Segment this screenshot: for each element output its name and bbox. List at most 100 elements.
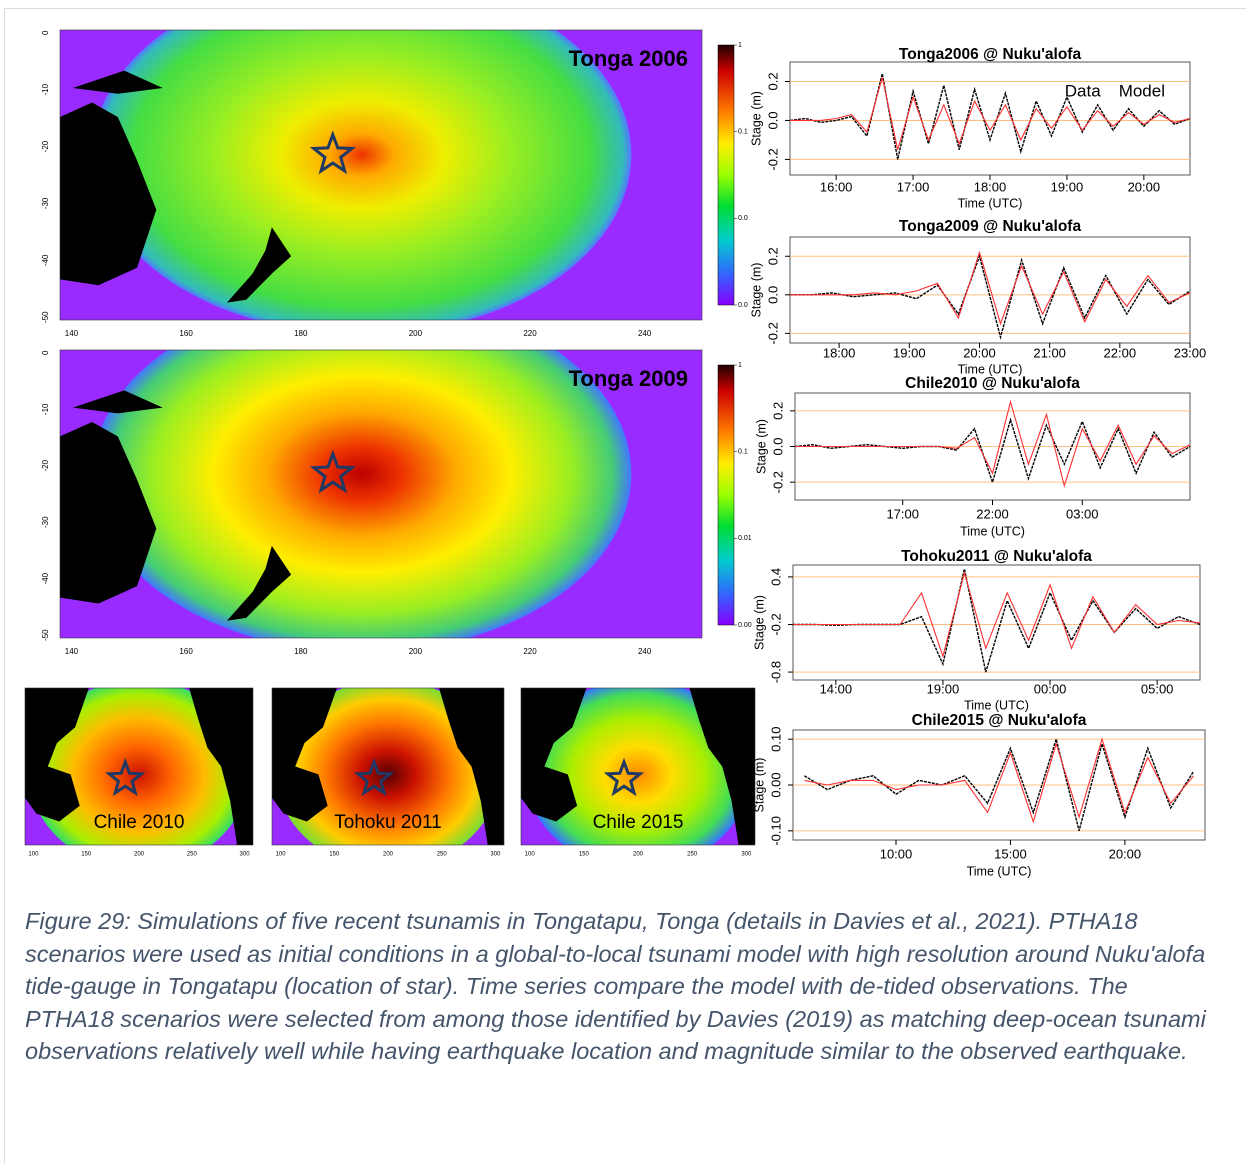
series-line — [793, 568, 1201, 673]
map-y-tick-label: -50 — [41, 311, 50, 323]
map-panel — [521, 688, 755, 845]
source-star — [603, 757, 645, 797]
map-border — [271, 687, 505, 846]
map-x-tick-label: 100 — [525, 852, 536, 858]
y-tick-label: 0.2 — [770, 402, 785, 420]
series-line — [795, 399, 1191, 488]
map-x-tick-label: 300 — [240, 852, 251, 858]
map-x-tick-label: 200 — [633, 852, 644, 858]
series-line — [790, 77, 1191, 150]
y-tick-label: 0.2 — [765, 247, 780, 265]
colorbar-label: 0.1 — [738, 449, 748, 456]
map-border — [520, 687, 756, 846]
x-tick-label: 20:00 — [1109, 846, 1142, 861]
series-line — [804, 736, 1195, 831]
colorbar-label: 1 — [738, 42, 742, 49]
map-y-tick-label: -30 — [41, 197, 50, 209]
y-tick-label: 0.10 — [768, 727, 783, 752]
americas — [189, 688, 253, 845]
map-x-tick-label: 150 — [329, 852, 340, 858]
map-x-tick-label: 180 — [294, 329, 308, 338]
y-tick-label: 0.0 — [770, 437, 785, 455]
map-x-tick-label: 140 — [65, 329, 79, 338]
map-panel — [272, 688, 504, 845]
map-panel — [60, 30, 702, 320]
y-tick-label: -0.2 — [765, 148, 780, 170]
png — [72, 70, 163, 94]
x-tick-label: 17:00 — [897, 179, 930, 194]
x-tick-label: 22:00 — [976, 506, 1009, 521]
map-title: Tohoku 2011 — [334, 812, 441, 833]
y-tick-label: -0.2 — [770, 471, 785, 493]
series-line — [804, 737, 1195, 824]
series-line — [790, 250, 1191, 326]
map-y-tick-label: -10 — [41, 83, 50, 95]
map-border — [24, 687, 254, 846]
map-y-tick-label: 0 — [41, 350, 50, 355]
map-x-tick-label: 200 — [409, 647, 423, 656]
source-star — [105, 757, 146, 797]
x-tick-label: 19:00 — [927, 681, 960, 696]
x-axis-label: Time (UTC) — [958, 362, 1023, 376]
x-tick-label: 18:00 — [823, 345, 856, 360]
y-tick-label: 0.4 — [768, 568, 783, 586]
map-x-tick-label: 300 — [490, 852, 501, 858]
map-x-tick-label: 150 — [81, 852, 92, 858]
chart-title: Tonga2009 @ Nuku'alofa — [899, 218, 1082, 235]
asia-australia — [25, 688, 89, 822]
map-title: Chile 2010 — [94, 812, 185, 833]
x-axis-label: Time (UTC) — [958, 196, 1023, 210]
png — [72, 390, 163, 414]
x-tick-label: 18:00 — [974, 179, 1007, 194]
map-x-tick-label: 250 — [437, 852, 448, 858]
y-tick-label: -0.2 — [765, 322, 780, 344]
map-x-tick-label: 250 — [187, 852, 198, 858]
new-zealand — [226, 545, 292, 621]
plot-frame — [792, 564, 1201, 681]
map-x-tick-label: 250 — [687, 852, 698, 858]
map-x-tick-label: 140 — [65, 647, 79, 656]
x-tick-label: 19:00 — [893, 345, 926, 360]
asia-australia — [272, 688, 337, 822]
map-y-tick-label: -40 — [41, 572, 50, 584]
y-tick-label: -0.10 — [768, 816, 783, 846]
map-x-tick-label: 240 — [638, 647, 652, 656]
wave-field — [92, 30, 632, 320]
y-tick-label: 0.2 — [765, 72, 780, 90]
chart-title: Chile2010 @ Nuku'alofa — [905, 375, 1080, 392]
y-axis-label: Stage (m) — [754, 419, 768, 474]
map-x-tick-label: 240 — [638, 329, 652, 338]
new-zealand — [226, 227, 292, 303]
figure: 140 160 180 200 220 240 0 -10 -20 -30 -40 -50 Tonga … — [24, 29, 1206, 878]
x-axis-label: Time (UTC) — [967, 864, 1032, 878]
map-y-tick-label: -40 — [41, 254, 50, 266]
source-star — [309, 449, 356, 494]
x-tick-label: 20:00 — [963, 345, 996, 360]
figure-caption: Figure 29: Simulations of five recent ts… — [25, 908, 1206, 1064]
source-star — [353, 757, 395, 797]
map-y-tick-label: -20 — [41, 459, 50, 471]
americas — [689, 688, 755, 845]
plot-frame — [789, 61, 1191, 176]
map-x-tick-label: 100 — [276, 852, 287, 858]
map-panel — [60, 350, 702, 638]
x-tick-label: 17:00 — [886, 506, 919, 521]
series-line — [794, 417, 1191, 485]
chart-title: Tohoku2011 @ Nuku'alofa — [901, 548, 1092, 565]
plot-frame — [789, 236, 1191, 344]
americas — [439, 688, 504, 845]
map-border — [59, 29, 703, 321]
wave-field — [92, 350, 632, 638]
map-title: Chile 2015 — [593, 812, 684, 833]
x-tick-label: 22:00 — [1104, 345, 1137, 360]
chart-title: Tonga2006 @ Nuku'alofa — [899, 46, 1082, 63]
y-tick-label: 0.0 — [765, 286, 780, 304]
wave-field — [29, 688, 249, 845]
x-tick-label: 19:00 — [1051, 179, 1084, 194]
colorbar-label: 0.01 — [738, 535, 752, 542]
map-title: Tonga 2009 — [569, 366, 688, 391]
x-tick-label: 15:00 — [994, 846, 1027, 861]
map-y-tick-label: -30 — [41, 516, 50, 528]
wave-field — [525, 688, 751, 845]
map-x-tick-label: 300 — [741, 852, 752, 858]
